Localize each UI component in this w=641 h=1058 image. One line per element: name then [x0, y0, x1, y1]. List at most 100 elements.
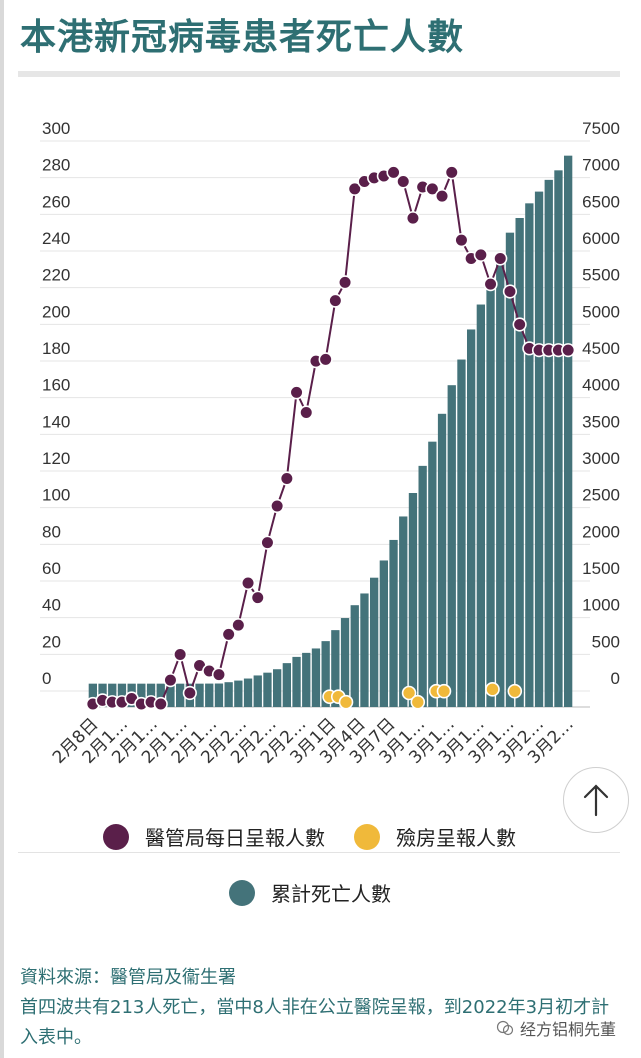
right-tick-label: 7500	[582, 120, 620, 138]
cumulative-bar	[360, 593, 369, 707]
right-tick-label: 1000	[582, 596, 620, 615]
cumulative-bar	[234, 680, 243, 707]
left-tick-label: 200	[42, 302, 70, 321]
left-tick-label: 220	[42, 266, 70, 285]
cumulative-bar	[214, 683, 224, 707]
left-tick-label: 300	[42, 120, 70, 138]
daily-point	[454, 233, 469, 248]
legend-cumulative-marker	[229, 879, 255, 906]
home-point	[507, 683, 523, 699]
legend-daily-marker	[103, 823, 129, 850]
cumulative-bar	[331, 630, 340, 707]
left-tick-label: 60	[42, 559, 61, 578]
right-tick-label: 4500	[582, 339, 620, 358]
legend-home: 殮房呈報人數	[354, 822, 516, 851]
footnote: 首四波共有213人死亡，當中8人非在公立醫院呈報，到2022年3月初才計入表中。	[20, 997, 610, 1048]
left-tick-label: 160	[42, 376, 70, 395]
daily-point	[250, 590, 265, 605]
daily-point	[493, 251, 508, 266]
daily-point	[473, 247, 488, 262]
left-tick-label: 260	[42, 192, 70, 211]
cumulative-bar	[496, 254, 505, 707]
left-tick-label: 80	[42, 522, 61, 541]
daily-point	[163, 673, 178, 688]
daily-point	[240, 575, 256, 591]
left-tick-label: 0	[42, 669, 51, 688]
left-tick-label: 100	[42, 486, 70, 505]
cumulative-bar	[350, 605, 359, 707]
right-tick-label: 2500	[582, 486, 620, 505]
watermark-text: 经方铝桐先董	[520, 1020, 617, 1039]
daily-point	[434, 189, 450, 204]
cumulative-bar	[564, 155, 573, 707]
home-point	[338, 694, 354, 710]
daily-point	[483, 277, 498, 292]
cumulative-bar	[282, 663, 291, 707]
home-point	[401, 685, 417, 701]
right-tick-label: 6500	[582, 192, 620, 211]
cumulative-bar	[399, 516, 408, 707]
daily-point	[328, 293, 343, 308]
right-tick-label: 500	[592, 632, 620, 651]
death-chart: 0 20 40 60 80 100 120 140 160 180 200 220 240 260 280 3…	[40, 120, 620, 768]
legend-home-marker	[354, 823, 380, 850]
daily-point	[512, 317, 527, 332]
left-tick-label: 20	[42, 632, 61, 651]
cumulative-bar	[437, 413, 447, 707]
left-tick-label: 120	[42, 449, 70, 468]
cumulative-bar	[205, 683, 214, 707]
cumulative-bar	[263, 672, 272, 707]
cumulative-bar	[243, 678, 253, 707]
daily-point	[231, 618, 246, 633]
wechat-logo-icon	[496, 1020, 514, 1036]
daily-point	[289, 385, 304, 400]
home-point	[410, 694, 426, 710]
left-edge-bar	[0, 0, 4, 1058]
daily-point	[153, 696, 168, 712]
cumulative-bar	[428, 441, 437, 707]
legend-cumulative-label: 累計死亡人數	[271, 882, 391, 906]
cumulative-bar	[253, 675, 262, 707]
legend-daily-label: 醫管局每日呈報人數	[145, 826, 325, 850]
scroll-top-button[interactable]	[563, 767, 629, 833]
daily-point	[299, 405, 314, 420]
daily-point	[386, 165, 401, 180]
left-tick-label: 40	[42, 596, 61, 615]
daily-point	[173, 647, 188, 662]
daily-point	[211, 667, 227, 682]
cumulative-bar	[321, 641, 330, 707]
title-divider	[18, 71, 620, 77]
cumulative-bar	[302, 652, 311, 707]
daily-point	[182, 685, 197, 701]
cumulative-bar	[476, 304, 485, 707]
daily-point	[405, 211, 421, 226]
daily-point	[260, 535, 275, 550]
daily-point	[396, 174, 411, 189]
right-tick-label: 3500	[582, 412, 620, 431]
left-tick-label: 140	[42, 412, 70, 431]
page-title: 本港新冠病毒患者死亡人數	[20, 17, 465, 58]
watermark: 经方铝桐先董	[496, 1016, 616, 1040]
left-tick-label: 280	[42, 156, 70, 175]
cumulative-bar	[273, 669, 282, 707]
daily-point	[221, 627, 236, 642]
right-tick-label: 0	[611, 669, 620, 688]
cumulative-bar	[195, 683, 204, 707]
cumulative-bar	[554, 170, 563, 708]
legend-separator	[18, 852, 620, 853]
daily-point	[425, 181, 440, 196]
daily-point	[318, 352, 333, 367]
cumulative-bar	[88, 683, 97, 707]
home-point	[485, 682, 500, 697]
cumulative-bar	[457, 359, 466, 707]
cumulative-bar	[370, 577, 379, 707]
cumulative-bar	[166, 683, 175, 707]
cumulative-bar	[389, 539, 398, 707]
cumulative-bar	[156, 683, 165, 707]
cumulative-bar	[379, 560, 388, 707]
cumulative-bar	[176, 683, 185, 707]
cumulative-bar	[292, 656, 301, 707]
cumulative-bar	[486, 280, 495, 707]
cumulative-bar	[467, 329, 476, 707]
right-tick-label: 6000	[582, 229, 620, 248]
